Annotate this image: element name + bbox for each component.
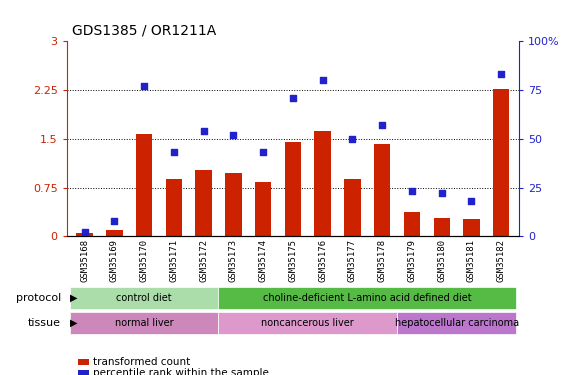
Point <box>348 136 357 142</box>
Text: percentile rank within the sample: percentile rank within the sample <box>93 368 269 375</box>
Bar <box>106 230 122 236</box>
Text: control diet: control diet <box>116 293 172 303</box>
Point <box>199 128 208 134</box>
Text: GSM35177: GSM35177 <box>348 239 357 282</box>
Point <box>288 95 298 101</box>
Bar <box>166 179 182 236</box>
Text: transformed count: transformed count <box>93 357 191 367</box>
Point <box>378 122 387 128</box>
Bar <box>314 131 331 236</box>
Bar <box>345 179 361 236</box>
Text: GSM35173: GSM35173 <box>229 239 238 282</box>
Bar <box>136 134 153 236</box>
Bar <box>463 219 480 236</box>
Point <box>110 217 119 223</box>
Text: GSM35176: GSM35176 <box>318 239 327 282</box>
Bar <box>77 233 93 236</box>
Point <box>139 83 148 89</box>
Bar <box>70 312 219 334</box>
Point <box>496 71 506 77</box>
Text: GSM35181: GSM35181 <box>467 239 476 282</box>
Text: tissue: tissue <box>28 318 61 328</box>
Text: ▶: ▶ <box>70 318 77 328</box>
Text: noncancerous liver: noncancerous liver <box>262 318 354 328</box>
Bar <box>70 287 219 309</box>
Point <box>407 188 416 194</box>
Bar <box>404 211 420 236</box>
Point <box>229 132 238 138</box>
Text: GSM35174: GSM35174 <box>259 239 267 282</box>
Bar <box>195 170 212 236</box>
Text: ▶: ▶ <box>70 293 77 303</box>
Text: GSM35179: GSM35179 <box>408 239 416 282</box>
Bar <box>219 312 397 334</box>
Point <box>169 149 179 155</box>
Bar <box>493 89 509 236</box>
Bar <box>374 144 390 236</box>
Bar <box>397 312 516 334</box>
Text: GSM35172: GSM35172 <box>199 239 208 282</box>
Bar <box>433 218 450 236</box>
Text: GDS1385 / OR1211A: GDS1385 / OR1211A <box>72 24 217 38</box>
Text: GSM35168: GSM35168 <box>80 239 89 282</box>
Point <box>318 77 327 83</box>
Text: choline-deficient L-amino acid defined diet: choline-deficient L-amino acid defined d… <box>263 293 472 303</box>
Point <box>80 230 89 236</box>
Point <box>437 190 447 196</box>
Text: GSM35182: GSM35182 <box>496 239 506 282</box>
Text: GSM35175: GSM35175 <box>288 239 298 282</box>
Text: normal liver: normal liver <box>115 318 173 328</box>
Text: GSM35170: GSM35170 <box>140 239 148 282</box>
Bar <box>285 142 301 236</box>
Text: GSM35171: GSM35171 <box>169 239 178 282</box>
Bar <box>219 287 516 309</box>
Text: protocol: protocol <box>16 293 61 303</box>
Point <box>467 198 476 204</box>
Text: GSM35169: GSM35169 <box>110 239 119 282</box>
Text: GSM35178: GSM35178 <box>378 239 387 282</box>
Text: GSM35180: GSM35180 <box>437 239 446 282</box>
Point <box>259 149 268 155</box>
Bar <box>225 173 241 236</box>
Text: hepatocellular carcinoma: hepatocellular carcinoma <box>394 318 519 328</box>
Bar <box>255 182 271 236</box>
